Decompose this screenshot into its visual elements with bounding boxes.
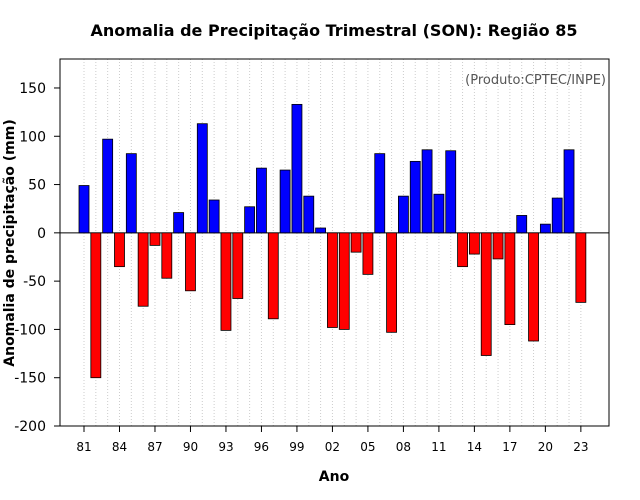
bar-81 <box>78 185 90 234</box>
bar-89 <box>173 212 185 234</box>
y-tick-label: -50 <box>23 274 46 290</box>
bar-16 <box>492 232 504 260</box>
bar-06 <box>374 153 386 234</box>
bar-19 <box>528 232 539 342</box>
y-tick-label: 100 <box>19 129 46 145</box>
x-axis: 81 84 87 90 93 96 99 02 05 08 11 14 17 20 23 <box>76 426 589 454</box>
y-tick-label: 0 <box>37 226 46 242</box>
bar-15 <box>480 232 492 356</box>
bar-97 <box>267 232 279 320</box>
bar-00 <box>303 195 315 234</box>
bar-84 <box>114 232 125 268</box>
bar-05 <box>362 232 374 275</box>
x-tick-label: 20 <box>538 440 553 454</box>
x-axis-label: Ano <box>319 469 350 485</box>
bar-92 <box>208 199 220 234</box>
x-tick-label: 87 <box>147 440 162 454</box>
chart-title: Anomalia de Precipitação Trimestral (SON… <box>91 21 578 40</box>
bars-group <box>78 103 587 379</box>
bar-22 <box>563 149 575 234</box>
y-tick-label: -100 <box>14 322 46 338</box>
bar-23 <box>575 232 587 303</box>
bar-07 <box>386 232 397 333</box>
x-tick-label: 05 <box>360 440 375 454</box>
bar-17 <box>504 232 516 325</box>
bar-87 <box>149 232 161 246</box>
bar-96 <box>256 167 267 234</box>
bar-93 <box>220 232 232 331</box>
y-tick-label: -200 <box>14 419 46 435</box>
bar-14 <box>468 232 480 255</box>
bar-86 <box>137 232 149 307</box>
x-tick-label: 81 <box>76 440 91 454</box>
bar-09 <box>409 160 421 234</box>
bar-85 <box>125 153 137 234</box>
bar-91 <box>196 123 208 234</box>
bar-95 <box>244 206 256 234</box>
bar-12 <box>445 150 457 234</box>
x-tick-label: 11 <box>431 440 446 454</box>
x-tick-label: 02 <box>325 440 340 454</box>
y-tick-label: -150 <box>14 371 46 387</box>
bar-99 <box>291 103 303 234</box>
x-tick-label: 23 <box>573 440 588 454</box>
x-tick-label: 84 <box>112 440 127 454</box>
bar-03 <box>338 232 350 330</box>
y-axis-label: Anomalia de precipitação (mm) <box>2 119 18 366</box>
bar-01 <box>315 227 327 234</box>
y-tick-label: 150 <box>19 81 46 97</box>
bar-82 <box>90 232 102 379</box>
x-tick-label: 90 <box>183 440 198 454</box>
y-axis: -200 -150 -100 -50 0 50 100 150 <box>14 81 60 435</box>
bar-94 <box>232 232 244 299</box>
bar-83 <box>102 138 114 234</box>
x-tick-label: 08 <box>396 440 411 454</box>
bar-04 <box>350 232 362 253</box>
x-tick-label: 17 <box>502 440 517 454</box>
bar-11 <box>433 193 445 234</box>
bar-20 <box>539 223 551 234</box>
x-tick-label: 99 <box>289 440 304 454</box>
x-tick-label: 14 <box>467 440 482 454</box>
bar-13 <box>457 232 468 268</box>
x-tick-label: 93 <box>218 440 233 454</box>
bar-90 <box>185 232 196 292</box>
bar-98 <box>279 169 291 234</box>
product-credit: (Produto:CPTEC/INPE) <box>465 73 606 88</box>
bar-08 <box>398 195 409 234</box>
bar-21 <box>551 197 563 234</box>
plot-frame <box>59 58 610 427</box>
x-tick-label: 96 <box>254 440 269 454</box>
bar-10 <box>421 149 433 234</box>
bar-88 <box>161 232 173 279</box>
bar-02 <box>327 232 338 328</box>
y-tick-label: 50 <box>28 178 46 194</box>
bar-18 <box>516 215 528 234</box>
